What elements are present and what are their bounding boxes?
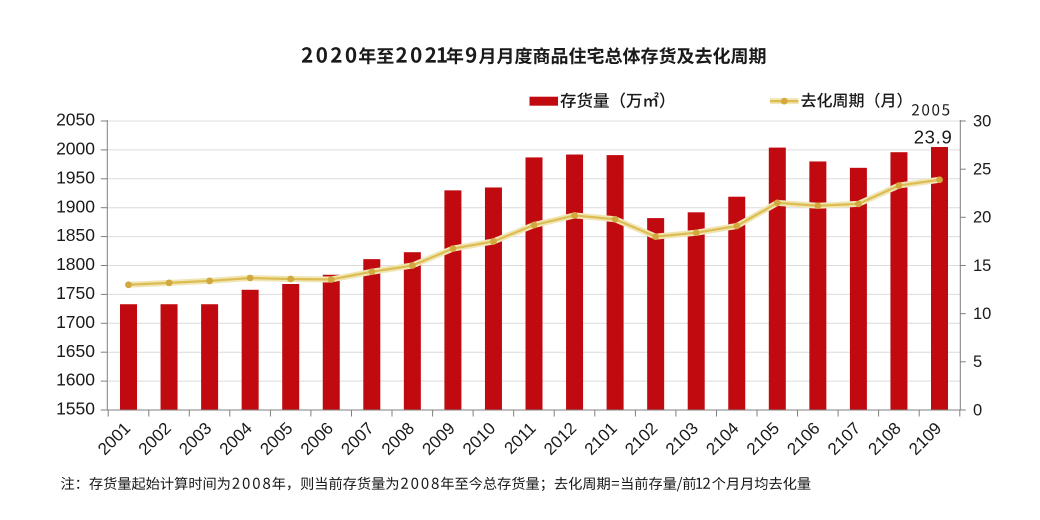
svg-text:20: 20 [973,209,991,227]
svg-text:1850: 1850 [56,225,95,245]
svg-text:1700: 1700 [56,312,95,332]
svg-text:1550: 1550 [56,399,95,419]
svg-text:25: 25 [973,161,991,179]
svg-text:1800: 1800 [56,254,95,274]
svg-text:2050: 2050 [56,110,95,130]
svg-text:10: 10 [973,305,991,323]
svg-text:15: 15 [973,257,991,275]
svg-text:1600: 1600 [56,370,95,390]
svg-text:1750: 1750 [56,283,95,303]
svg-text:23.9: 23.9 [914,127,953,148]
svg-text:0: 0 [973,401,982,419]
svg-text:1650: 1650 [56,341,95,361]
svg-text:1900: 1900 [56,196,95,216]
svg-text:5: 5 [973,353,982,371]
svg-text:1950: 1950 [56,167,95,187]
svg-text:30: 30 [973,112,991,130]
svg-text:2000: 2000 [56,139,95,159]
